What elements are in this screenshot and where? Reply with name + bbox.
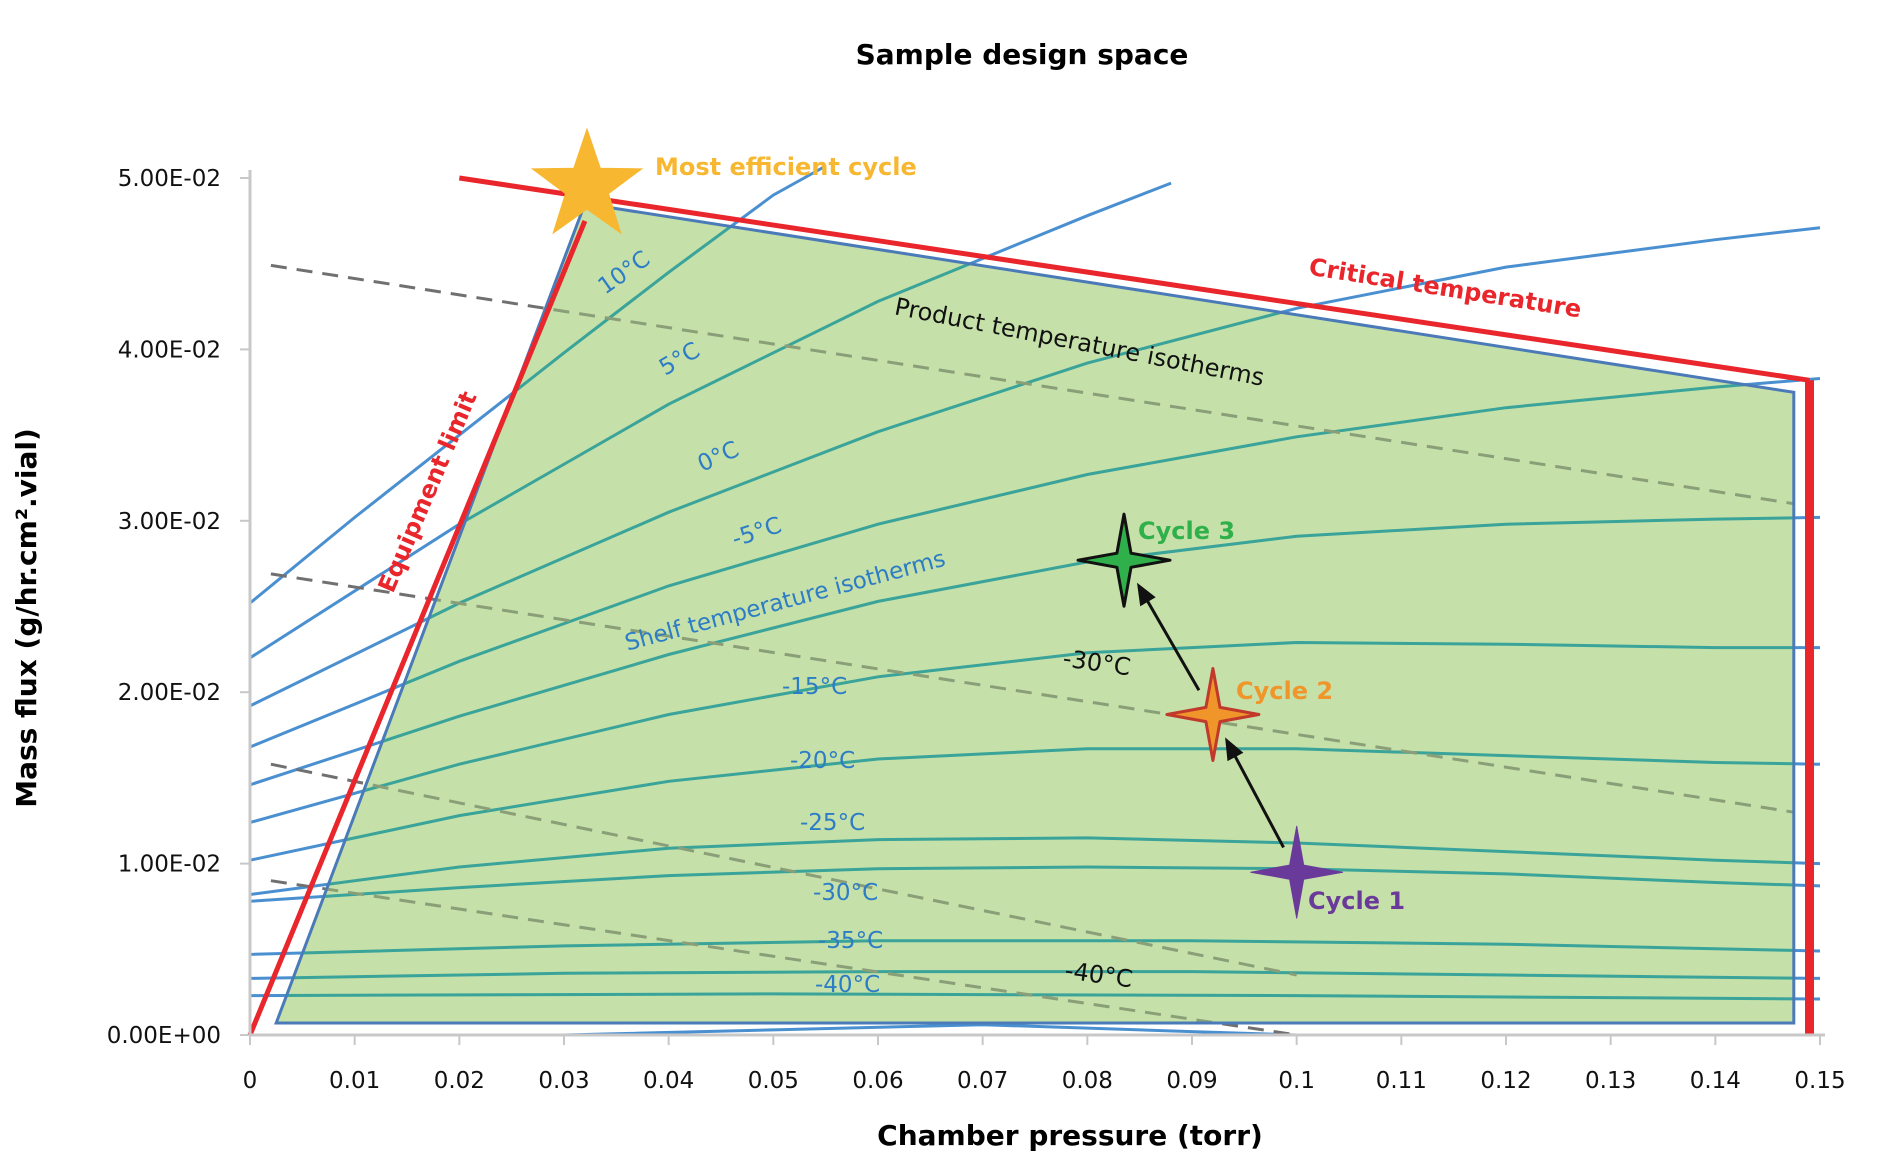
y-tick-label: 3.00E-02 — [118, 509, 221, 535]
most-efficient-cycle-label: Most efficient cycle — [655, 153, 917, 181]
product-isotherm-inside-0 — [276, 263, 1794, 506]
axes — [248, 170, 1825, 1037]
y-tick-label: 4.00E-02 — [118, 337, 221, 363]
cycle-2-label: Cycle 2 — [1236, 677, 1333, 705]
shelf-isotherm-inside-minus20c — [276, 747, 1794, 862]
arrow-cycle2-to-cycle3 — [1141, 592, 1201, 691]
x-tick-label: 0.14 — [1690, 1068, 1741, 1094]
cycle-arrows — [1137, 582, 1285, 849]
x-tick-labels: 0 0.01 0.02 0.03 0.04 0.05 0.06 0.07 0.08 0.09 0.1… — [243, 1068, 1846, 1094]
shelf-isotherm-inside-minus35c — [276, 939, 1794, 956]
shelf-isotherm-inside-minus40c — [276, 970, 1794, 980]
x-tick-label: 0.11 — [1376, 1068, 1427, 1094]
y-axis-title: Mass flux (g/hr.cm².vial) — [10, 428, 43, 808]
shelf-label-minus25c: -25°C — [800, 810, 865, 836]
x-tick-label: 0.06 — [852, 1068, 903, 1094]
arrow-cycle1-to-cycle2-head — [1225, 737, 1244, 762]
shelf-label-minus15c: -15°C — [782, 674, 847, 700]
arrow-cycle2-to-cycle3-head — [1137, 582, 1156, 607]
x-tick-label: 0.1 — [1278, 1068, 1315, 1094]
arrow-cycle1-to-cycle2 — [1229, 747, 1285, 849]
product-isotherm-inside-2 — [276, 762, 1298, 977]
shelf-isotherm-inside-minus25c — [276, 836, 1794, 896]
product-isotherms-inside — [276, 263, 1794, 1023]
equipment-limit-line — [247, 219, 588, 1036]
x-tick-label: 0.01 — [329, 1068, 380, 1094]
limit-lines — [247, 175, 1814, 1036]
shelf-isotherm-inside-minus15c — [276, 640, 1794, 824]
most-efficient-cycle-marker — [530, 127, 644, 235]
design-space-region-group — [276, 203, 1794, 1023]
shelf-isotherm-inside-11 — [276, 992, 1794, 1001]
axis-ticks — [240, 177, 1821, 1045]
x-tick-label: 0.03 — [538, 1068, 589, 1094]
x-tick-label: 0.08 — [1062, 1068, 1113, 1094]
x-tick-label: 0.05 — [748, 1068, 799, 1094]
cycle-3-label: Cycle 3 — [1138, 517, 1235, 545]
cycle-2-marker — [1165, 667, 1261, 762]
shelf-label-minus20c: -20°C — [790, 748, 855, 774]
x-tick-label: 0.04 — [643, 1068, 694, 1094]
x-tick-label: 0.13 — [1585, 1068, 1636, 1094]
product-isotherm-inside-minus40c — [276, 879, 1297, 1023]
product-isotherm-inside-minus30c — [276, 572, 1794, 814]
x-tick-label: 0.12 — [1480, 1068, 1531, 1094]
shelf-label-minus40c: -40°C — [815, 972, 880, 998]
x-tick-label: 0.02 — [434, 1068, 485, 1094]
cycle-3-marker — [1076, 512, 1172, 608]
x-tick-label: 0.15 — [1794, 1068, 1845, 1094]
y-tick-label: 2.00E-02 — [118, 680, 221, 706]
shelf-isotherm-inside-minus30c — [276, 865, 1794, 903]
y-tick-label: 1.00E-02 — [118, 852, 221, 878]
shelf-label-minus30c: -30°C — [813, 880, 878, 906]
y-tick-labels: 0.00E+00 1.00E-02 2.00E-02 3.00E-02 4.00E-02… — [107, 166, 221, 1049]
chart-title: Sample design space — [856, 38, 1189, 71]
cycle-markers — [530, 127, 1344, 919]
cycle-1-label: Cycle 1 — [1308, 887, 1405, 915]
design-space-region — [276, 203, 1794, 1023]
cycle-1-marker — [1250, 825, 1344, 919]
shelf-isotherm-12 — [563, 1023, 1297, 1035]
y-tick-label: 0.00E+00 — [107, 1023, 221, 1049]
x-axis-title: Chamber pressure (torr) — [877, 1119, 1263, 1152]
shelf-label-minus35c: -35°C — [818, 928, 883, 954]
y-tick-label: 5.00E-02 — [118, 166, 221, 192]
x-tick-label: 0.07 — [957, 1068, 1008, 1094]
x-tick-label: 0.09 — [1166, 1068, 1217, 1094]
x-tick-label: 0 — [243, 1068, 258, 1094]
critical-temperature-line — [458, 175, 1810, 383]
shelf-isotherm-inside-minus5c — [276, 377, 1794, 749]
